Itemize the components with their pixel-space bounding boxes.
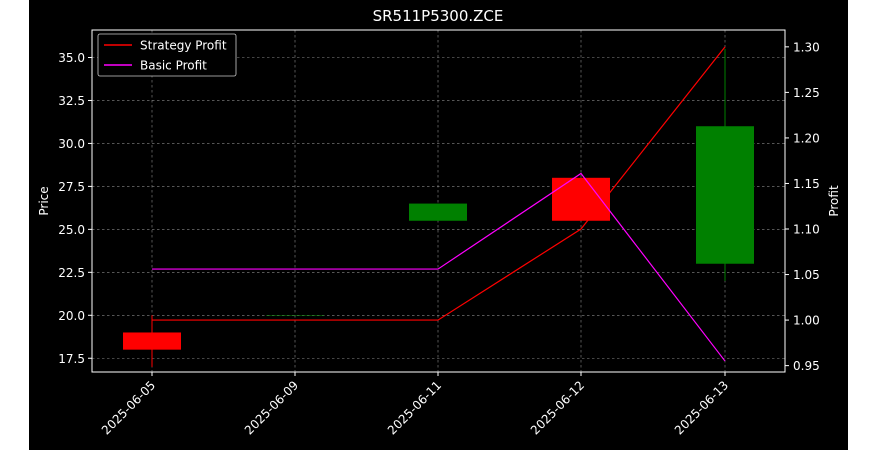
y-tick-label: 35.0 [58,51,85,65]
chart-figure: SR511P5300.ZCE Price Profit 17.5 20.0 22.5… [29,0,848,450]
y2-tick-label: 1.20 [793,131,820,145]
y2-axis-label: Profit [827,185,841,217]
y2-tick-label: 1.05 [793,268,820,282]
chart-title: SR511P5300.ZCE [373,7,504,25]
x-tick-label: 2025-06-12 [528,378,587,437]
y-tick-label: 32.5 [58,94,85,108]
y2-tick-label: 1.25 [793,86,820,100]
legend-box [97,33,237,77]
y-tick-label: 25.0 [58,223,85,237]
profit-lines [152,46,726,362]
y-tick-label: 20.0 [58,309,85,323]
candle-body [123,332,181,350]
legend-label: Basic Profit [140,59,207,73]
legend-label: Strategy Profit [140,39,227,53]
y-tick-label: 30.0 [58,137,85,151]
y-tick-label: 22.5 [58,266,85,280]
candle-body [409,203,467,221]
y-tick-label: 27.5 [58,180,85,194]
x-tick-label: 2025-06-09 [242,378,301,437]
candles [123,48,754,367]
y2-tick-label: 0.95 [793,359,820,373]
y2-tick-label: 1.30 [793,40,820,54]
series-line [152,172,726,362]
x-tick-label: 2025-06-11 [385,378,444,437]
y2-tick-label: 1.10 [793,223,820,237]
y-tick-label: 17.5 [58,352,85,366]
plot-frame [91,29,786,373]
candle-body [696,126,754,264]
x-tick-label: 2025-06-05 [99,378,158,437]
chart-svg: SR511P5300.ZCE Price Profit 17.5 20.0 22.5… [37,7,841,437]
grid [92,30,785,372]
y2-tick-label: 1.00 [793,314,820,328]
y-axis-label: Price [37,186,51,215]
y2-tick-label: 1.15 [793,177,820,191]
x-tick-label: 2025-06-13 [672,378,731,437]
series-line [152,46,726,321]
candle-body [266,315,324,316]
legend: Strategy Profit Basic Profit [97,33,237,77]
